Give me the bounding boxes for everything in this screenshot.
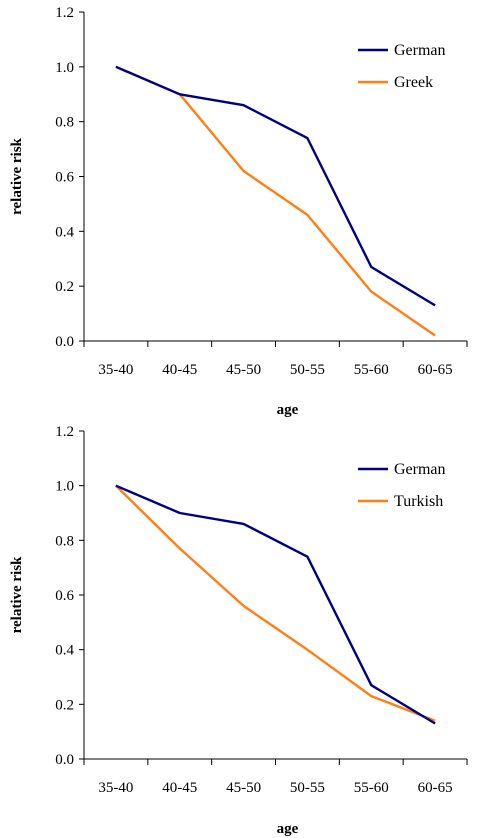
x-axis-title: age (277, 402, 299, 418)
y-tick-label: 0.8 (55, 533, 74, 549)
legend-label-german: German (394, 461, 446, 478)
series-line-german (115, 484, 436, 725)
y-tick-label: 1.0 (55, 60, 74, 76)
x-tick-label: 55-60 (354, 780, 389, 796)
x-tick-label: 45-50 (226, 362, 261, 378)
series-line-greek (115, 65, 436, 337)
y-tick-label: 0.6 (55, 588, 74, 604)
x-tick-label: 35-40 (98, 780, 133, 796)
x-tick-label: 50-55 (290, 780, 325, 796)
legend-label-greek: Greek (394, 74, 433, 91)
y-tick-label: 0.8 (55, 115, 74, 131)
y-tick-label: 0.4 (55, 224, 74, 240)
x-tick-label: 50-55 (290, 362, 325, 378)
x-tick-label: 60-65 (418, 362, 453, 378)
x-tick-label: 55-60 (354, 362, 389, 378)
y-tick-label: 0.6 (55, 170, 74, 186)
legend-label-turkish: Turkish (394, 493, 443, 510)
chart-1: 0.0 0.2 0.4 0.6 0.8 1.0 1.2 35-40 40-45 45-50 50-5… (9, 5, 468, 418)
y-tick-label: 0.4 (55, 643, 74, 659)
y-axis-title: relative risk (9, 137, 25, 214)
y-tick-label: 1.2 (55, 5, 74, 21)
y-tick-label: 0.2 (55, 697, 74, 713)
y-tick-label: 0.0 (55, 752, 74, 768)
x-tick-label: 40-45 (162, 780, 197, 796)
x-tick-label: 60-65 (418, 780, 453, 796)
y-tick-label: 0.0 (55, 334, 74, 350)
x-tick-label: 35-40 (98, 362, 133, 378)
series-line-german (115, 65, 436, 307)
chart-2: 0.0 0.2 0.4 0.6 0.8 1.0 1.2 35-40 40-45 45-50 50-5… (9, 424, 468, 837)
legend-label-german: German (394, 42, 446, 59)
y-tick-label: 1.2 (55, 424, 74, 440)
x-tick-label: 45-50 (226, 780, 261, 796)
y-axis-title: relative risk (9, 556, 25, 633)
y-tick-label: 1.0 (55, 479, 74, 495)
series-line-turkish (115, 484, 436, 722)
x-axis-title: age (277, 821, 299, 837)
x-tick-label: 40-45 (162, 362, 197, 378)
y-tick-label: 0.2 (55, 279, 74, 295)
